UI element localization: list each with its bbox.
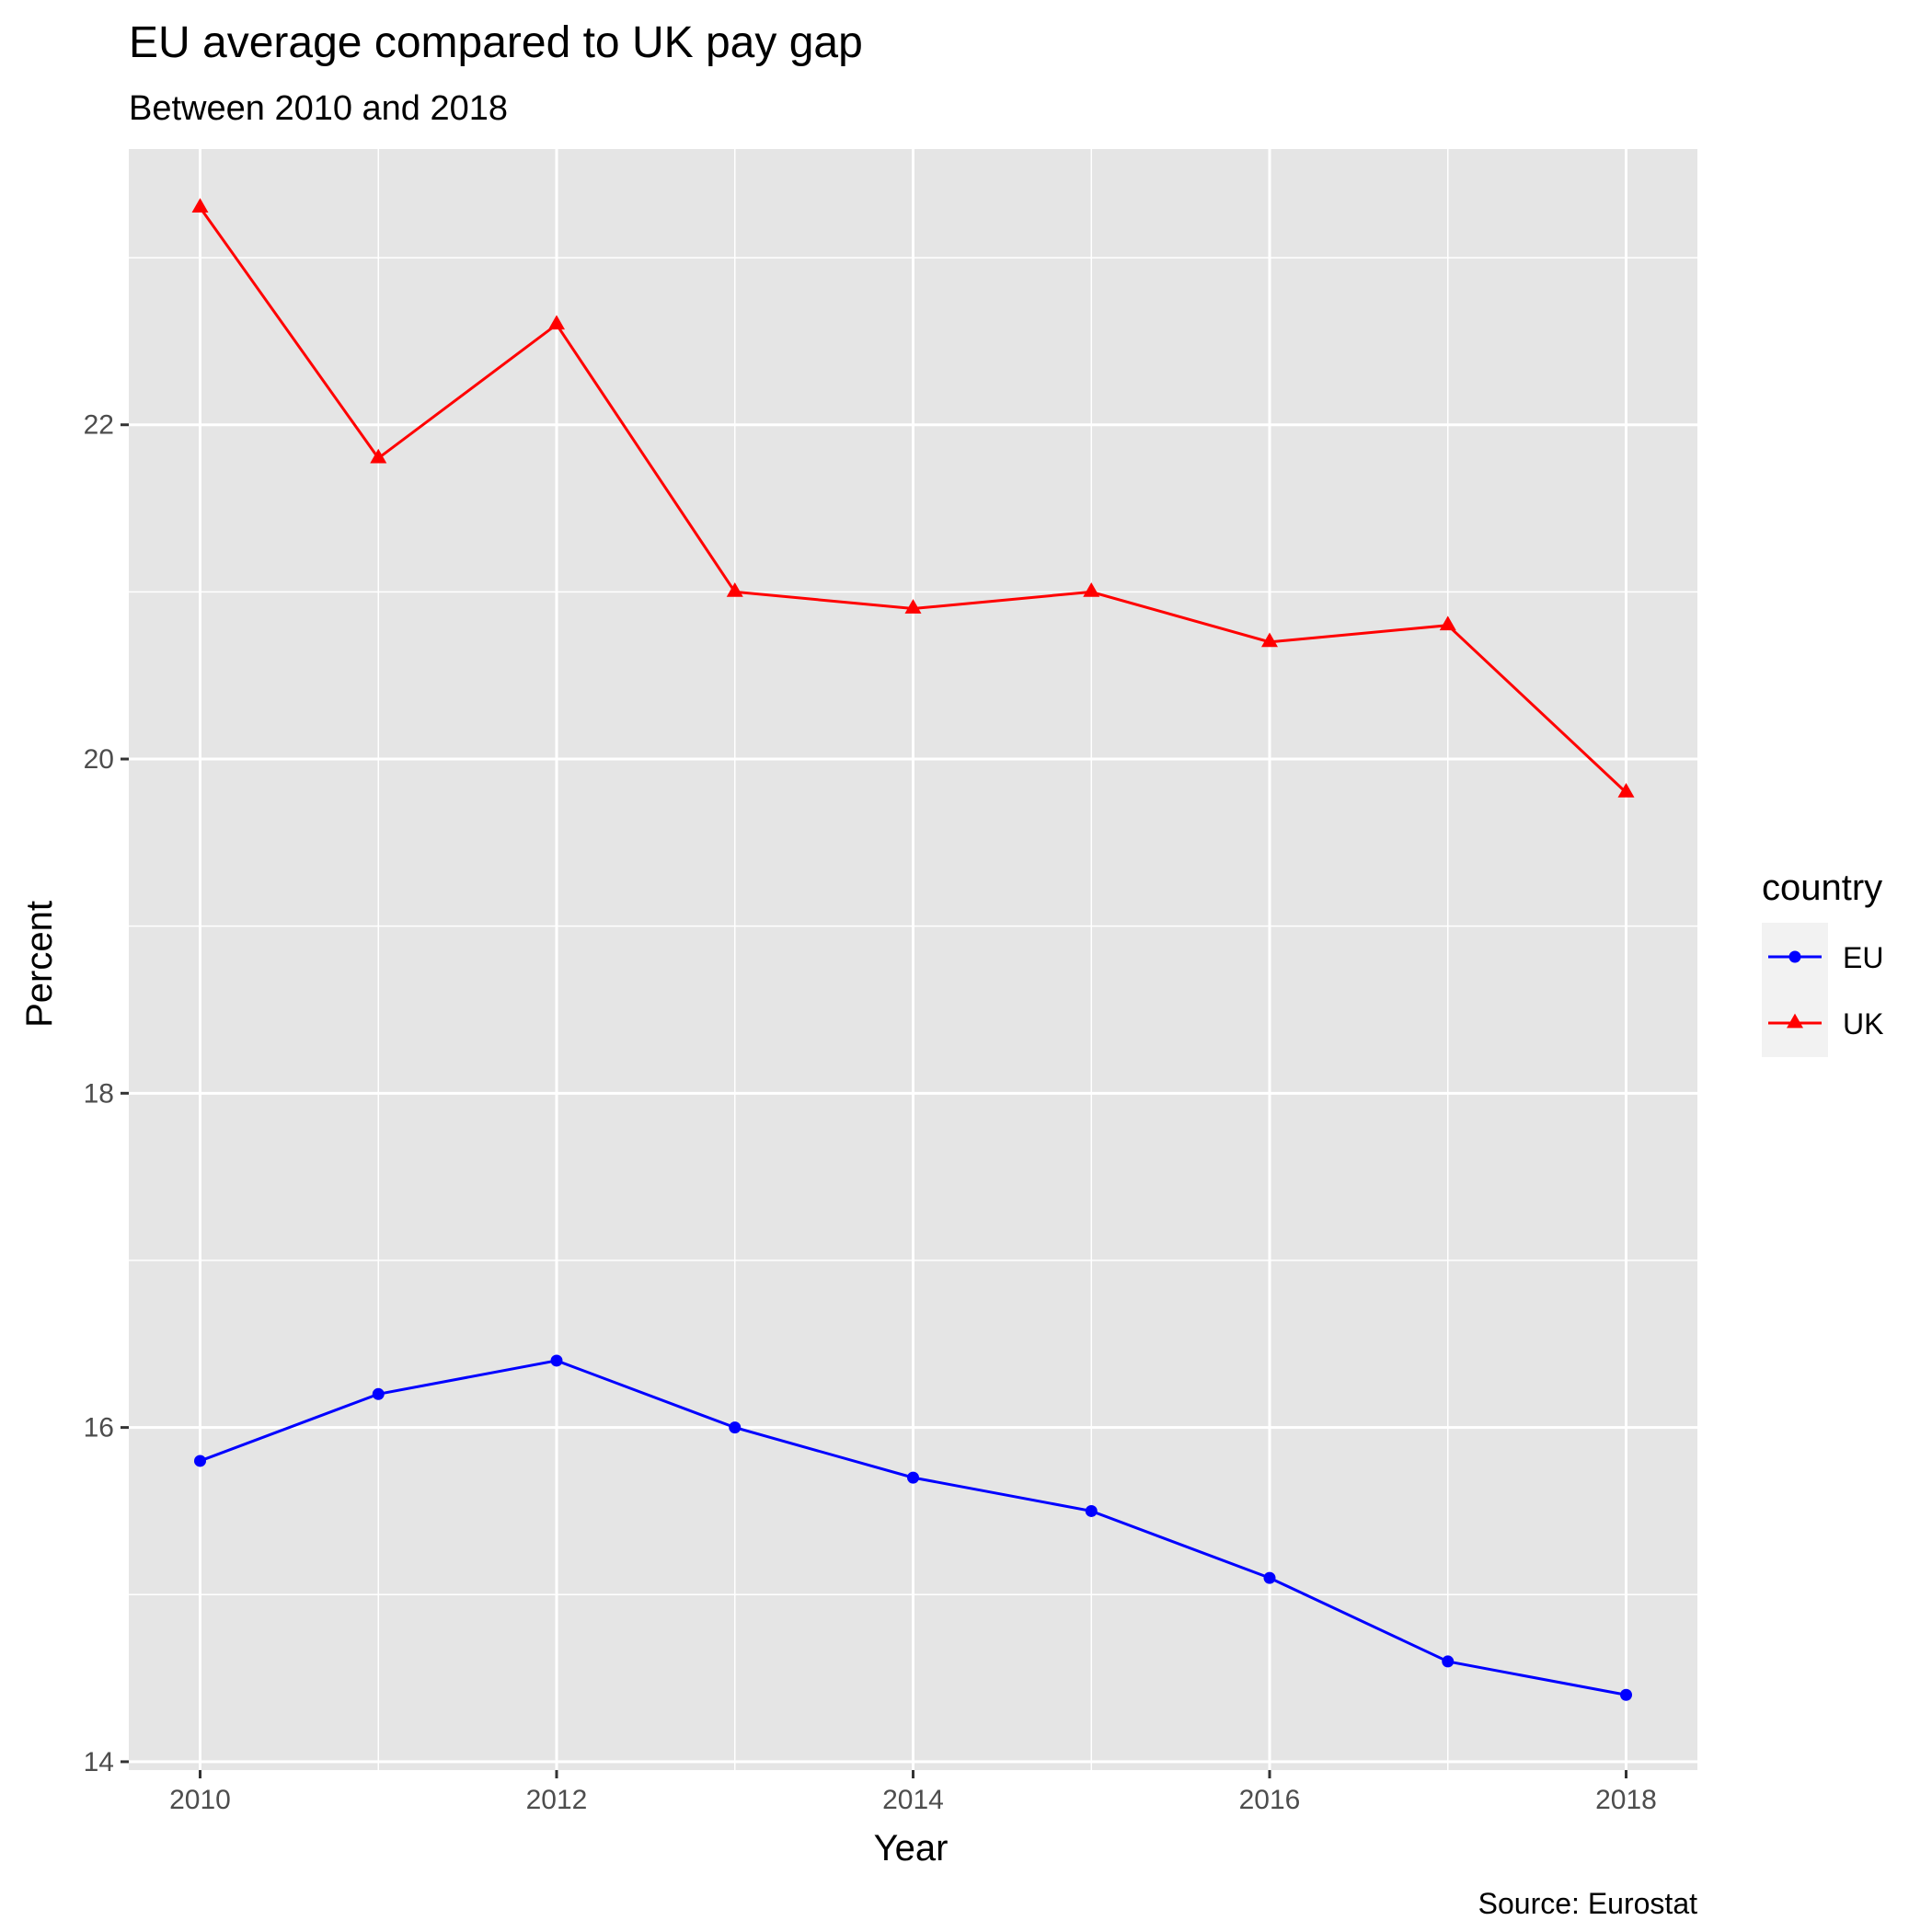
y-axis-tick-labels: 14 16 18 20 22 bbox=[84, 410, 114, 1777]
chart-title: EU average compared to UK pay gap bbox=[129, 18, 863, 67]
legend-label-uk: UK bbox=[1843, 1007, 1883, 1041]
axis-ticks bbox=[121, 423, 1627, 1778]
data-point-eu bbox=[372, 1387, 385, 1400]
data-point-uk bbox=[1439, 615, 1456, 631]
legend-title: country bbox=[1762, 868, 1882, 908]
legend: country EU UK bbox=[1762, 868, 1883, 1057]
y-axis-title: Percent bbox=[19, 901, 60, 1028]
data-point-uk bbox=[726, 582, 743, 597]
chart-subtitle: Between 2010 and 2018 bbox=[129, 89, 508, 128]
legend-label-eu: EU bbox=[1843, 941, 1883, 974]
x-tick-label: 2018 bbox=[1595, 1785, 1657, 1815]
y-tick-label: 18 bbox=[84, 1078, 114, 1109]
legend-key-marker-uk bbox=[1787, 1013, 1803, 1029]
data-point-uk bbox=[904, 599, 922, 614]
series-eu bbox=[194, 1354, 1632, 1701]
data-point-eu bbox=[729, 1421, 742, 1434]
y-tick-label: 14 bbox=[84, 1747, 114, 1777]
data-point-uk bbox=[1083, 582, 1100, 597]
y-tick-label: 16 bbox=[84, 1413, 114, 1443]
data-point-eu bbox=[907, 1471, 919, 1484]
series-uk bbox=[191, 198, 1635, 798]
x-axis-tick-labels: 2010 2012 2014 2016 2018 bbox=[169, 1785, 1657, 1815]
data-point-eu bbox=[194, 1455, 206, 1467]
data-point-eu bbox=[550, 1354, 563, 1367]
data-point-uk bbox=[548, 315, 565, 330]
data-point-uk bbox=[1617, 783, 1635, 798]
data-point-eu bbox=[1263, 1571, 1276, 1584]
x-tick-label: 2010 bbox=[169, 1785, 231, 1815]
major-gridlines bbox=[129, 149, 1697, 1770]
data-point-eu bbox=[1442, 1655, 1455, 1668]
x-axis-title: Year bbox=[874, 1828, 949, 1869]
data-point-uk bbox=[370, 448, 387, 464]
x-tick-label: 2014 bbox=[882, 1785, 944, 1815]
data-point-eu bbox=[1620, 1688, 1632, 1701]
data-point-eu bbox=[1085, 1504, 1098, 1517]
legend-key-marker-eu bbox=[1788, 950, 1801, 963]
y-tick-label: 20 bbox=[84, 744, 114, 775]
legend-key-background bbox=[1762, 923, 1828, 1057]
x-tick-label: 2016 bbox=[1239, 1785, 1301, 1815]
y-tick-label: 22 bbox=[84, 410, 114, 441]
data-point-uk bbox=[1261, 632, 1278, 648]
series-layer bbox=[191, 198, 1635, 1701]
chart-caption: Source: Eurostat bbox=[1478, 1887, 1697, 1920]
legend-keys bbox=[1768, 950, 1822, 1029]
x-tick-label: 2012 bbox=[526, 1785, 588, 1815]
data-point-uk bbox=[191, 198, 209, 213]
